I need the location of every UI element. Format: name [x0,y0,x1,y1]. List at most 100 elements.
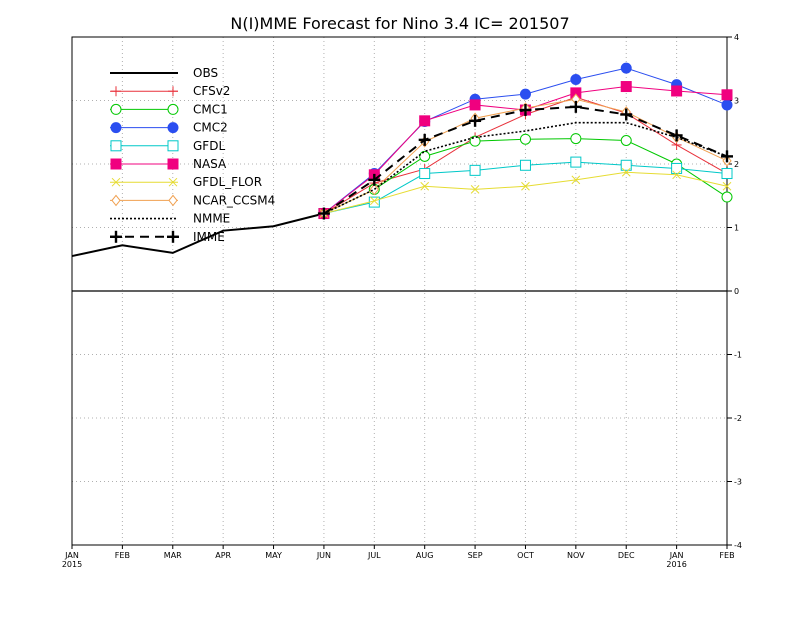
y-tick-label: 3 [734,97,739,106]
series-line [323,121,728,215]
data-point [111,194,121,207]
x-tick-label: DEC [618,551,635,560]
data-point [519,133,531,145]
data-point [671,162,683,174]
data-point [620,108,633,121]
x-tick-label: SEP [468,551,483,560]
series-gfdl-flor [319,167,732,218]
x-tick-year: 2016 [666,560,686,569]
data-point [570,133,582,145]
legend-item: OBS [110,66,218,80]
data-point [671,85,683,97]
data-point [419,168,431,180]
data-point [469,99,481,111]
legend: OBS CFSv2 CMC1 CMC2 GFDL NASA GFDL_FLOR NCAR_CC… [110,66,275,244]
data-point [570,74,582,86]
legend-label: OBS [193,66,218,80]
y-tick-label: -1 [734,351,742,360]
x-tick-label: AUG [416,551,434,560]
data-point [420,181,430,191]
data-point [110,122,122,134]
series-nmme [323,121,728,215]
data-point [519,104,532,117]
data-point [519,159,531,171]
data-point [721,191,733,203]
data-point [571,175,581,185]
data-point [620,159,632,171]
x-tick-label: JAN [64,551,79,560]
data-point [167,122,179,134]
data-point [469,164,481,176]
data-point [111,86,121,97]
data-point [670,129,683,142]
legend-item: GFDL_FLOR [110,175,262,189]
y-tick-label: -4 [734,541,742,550]
data-point [620,135,632,147]
data-point [570,156,582,168]
x-tick-label: JUL [367,551,381,560]
data-point [168,86,178,97]
legend-label: NMME [193,212,230,226]
data-point [369,196,379,206]
legend-label: CMC2 [193,121,228,135]
data-point [621,167,631,177]
legend-label: CMC1 [193,102,228,116]
data-point [167,103,179,115]
legend-item: NMME [110,212,230,226]
data-point [419,150,431,162]
y-tick-label: -3 [734,478,742,487]
data-point [519,88,531,100]
series-line [71,212,325,258]
data-point [168,177,178,187]
data-point [721,150,733,163]
x-tick-label: OCT [517,551,534,560]
legend-item: CMC2 [110,121,228,135]
x-tick-year: 2015 [62,560,82,569]
legend-item: IMME [110,230,225,244]
y-tick-label: 1 [734,224,739,233]
legend-item: CMC1 [110,102,228,116]
data-point [418,133,431,146]
legend-label: NCAR_CCSM4 [193,193,275,207]
data-point [168,194,178,207]
data-point [620,62,632,74]
data-point [470,185,480,194]
data-point [469,135,481,147]
y-tick-label: 2 [734,160,739,169]
data-point [569,100,582,113]
legend-item: CFSv2 [110,84,230,98]
data-point [469,114,482,127]
data-point [167,140,179,152]
legend-item: NCAR_CCSM4 [110,193,275,207]
data-point [369,183,379,196]
series-group [71,62,733,258]
series-imme [317,100,733,220]
data-point [721,168,733,180]
x-tick-label: JUN [316,551,331,560]
legend-label: IMME [193,230,225,244]
data-point [521,181,530,191]
x-tick-label: MAR [164,551,182,560]
y-tick-label: -2 [734,414,742,423]
x-tick-label: FEB [719,551,734,560]
x-tick-label: APR [215,551,231,560]
data-point [721,99,733,111]
data-point [722,181,732,191]
legend-item: NASA [110,157,227,171]
y-tick-label: 4 [734,33,739,42]
data-point [110,230,122,243]
data-point [111,177,121,187]
legend-label: NASA [193,157,227,171]
data-point [167,158,179,170]
legend-label: GFDL [193,139,225,153]
x-tick-label: MAY [265,551,282,560]
data-point [419,115,431,127]
x-tick-label: FEB [115,551,130,560]
y-tick-label: 0 [734,287,739,296]
data-point [368,173,381,186]
data-point [721,89,733,101]
x-tick-label: JAN [669,551,684,560]
data-point [110,158,122,170]
